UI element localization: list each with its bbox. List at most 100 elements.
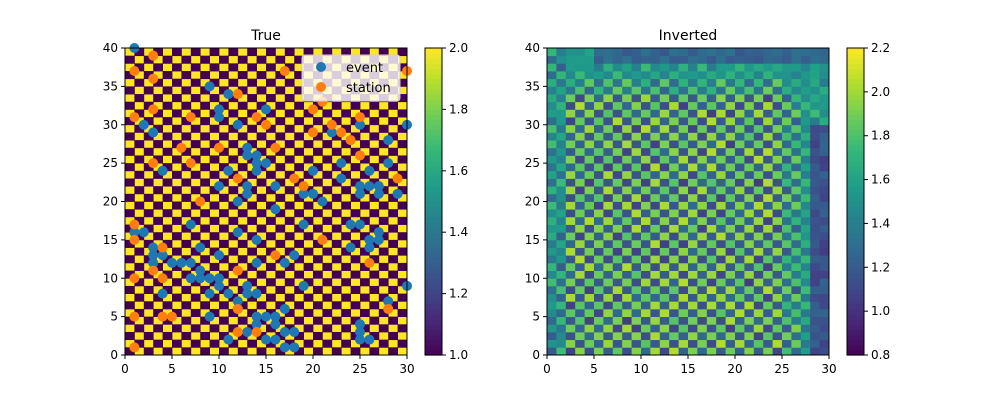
inverted-cell bbox=[575, 132, 585, 141]
inverted-cell bbox=[725, 132, 736, 141]
true-cell bbox=[181, 270, 192, 279]
inverted-cell bbox=[725, 270, 736, 279]
inverted-cell bbox=[603, 216, 614, 225]
true-cell bbox=[266, 186, 276, 195]
true-cell bbox=[369, 163, 380, 172]
inverted-cell bbox=[810, 324, 820, 333]
inverted-cell bbox=[782, 285, 792, 294]
inverted-cell bbox=[575, 216, 585, 225]
inverted-cell bbox=[810, 278, 820, 287]
inverted-cell bbox=[659, 163, 670, 172]
inverted-cell bbox=[810, 285, 820, 294]
inverted-cell bbox=[669, 124, 679, 133]
inverted-cell bbox=[706, 239, 717, 248]
inverted-cell bbox=[716, 71, 726, 80]
true-cell bbox=[172, 109, 182, 118]
inverted-cell bbox=[763, 216, 773, 225]
inverted-cell bbox=[819, 186, 830, 195]
event-point bbox=[214, 250, 224, 261]
inverted-cell bbox=[810, 224, 820, 233]
true-cell bbox=[397, 155, 408, 164]
inverted-cell bbox=[612, 262, 623, 271]
event-point bbox=[392, 188, 403, 199]
station-point bbox=[270, 142, 281, 153]
inverted-cell bbox=[584, 308, 595, 318]
true-cell bbox=[162, 101, 173, 110]
inverted-cell bbox=[810, 339, 820, 348]
inverted-cell bbox=[594, 347, 604, 356]
true-cell bbox=[228, 155, 239, 164]
event-point bbox=[383, 135, 394, 146]
inverted-cell bbox=[612, 170, 623, 179]
true-cell bbox=[341, 155, 351, 164]
station-point bbox=[251, 112, 262, 123]
inverted-cell bbox=[735, 163, 745, 172]
true-cell bbox=[284, 262, 295, 271]
inverted-cell bbox=[716, 293, 726, 302]
true-cell bbox=[331, 316, 342, 325]
true-cell bbox=[172, 78, 182, 87]
true-cell bbox=[190, 339, 201, 348]
inverted-cell bbox=[547, 278, 557, 287]
inverted-cell bbox=[584, 117, 595, 126]
inverted-cell bbox=[603, 117, 614, 126]
inverted-cell bbox=[659, 301, 670, 310]
inverted-cell bbox=[650, 247, 661, 256]
inverted-cell bbox=[594, 293, 604, 302]
inverted-cell bbox=[697, 339, 708, 348]
inverted-cell bbox=[612, 232, 623, 241]
true-cell bbox=[162, 178, 173, 187]
true-xtick-label: 30 bbox=[399, 362, 414, 376]
true-cell bbox=[284, 63, 295, 72]
inverted-cell bbox=[772, 163, 783, 172]
event-point bbox=[298, 280, 309, 291]
true-cell bbox=[143, 117, 154, 126]
inverted-cell bbox=[594, 239, 604, 248]
true-colorbar-segment bbox=[425, 319, 442, 325]
true-cell bbox=[209, 201, 220, 210]
inverted-cell bbox=[706, 331, 717, 341]
inverted-cell bbox=[800, 285, 811, 294]
true-cell bbox=[228, 63, 239, 72]
event-point bbox=[270, 204, 281, 215]
inverted-cell bbox=[669, 132, 679, 141]
inverted-cell bbox=[791, 247, 802, 256]
inverted-xtick-label: 15 bbox=[680, 362, 695, 376]
inverted-cell bbox=[669, 324, 679, 333]
inverted-cell bbox=[706, 109, 717, 118]
event-point bbox=[270, 311, 281, 322]
inverted-cell bbox=[603, 163, 614, 172]
inverted-colorbar-tick-label: 1.8 bbox=[871, 129, 890, 143]
inverted-cell bbox=[594, 308, 604, 318]
inverted-cell bbox=[659, 293, 670, 302]
true-cell bbox=[190, 109, 201, 118]
true-cell bbox=[209, 232, 220, 241]
true-cell bbox=[388, 285, 398, 294]
inverted-cell bbox=[744, 94, 755, 103]
inverted-cell bbox=[556, 117, 567, 126]
inverted-cell bbox=[735, 78, 745, 87]
true-cell bbox=[134, 201, 145, 210]
inverted-cell bbox=[772, 147, 783, 156]
true-cell bbox=[209, 155, 220, 164]
inverted-cell bbox=[565, 247, 576, 256]
station-point bbox=[148, 158, 159, 169]
inverted-cell bbox=[547, 262, 557, 271]
inverted-cell bbox=[631, 285, 642, 294]
inverted-cell bbox=[800, 163, 811, 172]
inverted-cell bbox=[594, 316, 604, 325]
event-point bbox=[355, 181, 365, 192]
inverted-colorbar-segment bbox=[847, 339, 864, 346]
inverted-cell bbox=[810, 101, 820, 110]
inverted-cell bbox=[612, 71, 623, 80]
inverted-cell bbox=[782, 232, 792, 241]
inverted-xtick-label: 5 bbox=[590, 362, 598, 376]
inverted-cell bbox=[547, 109, 557, 118]
inverted-cell bbox=[819, 262, 830, 271]
inverted-cell bbox=[678, 262, 689, 271]
event-point bbox=[364, 242, 375, 253]
inverted-cell bbox=[603, 178, 614, 187]
true-cell bbox=[153, 339, 163, 348]
inverted-cell bbox=[631, 247, 642, 256]
true-cell bbox=[172, 216, 182, 225]
